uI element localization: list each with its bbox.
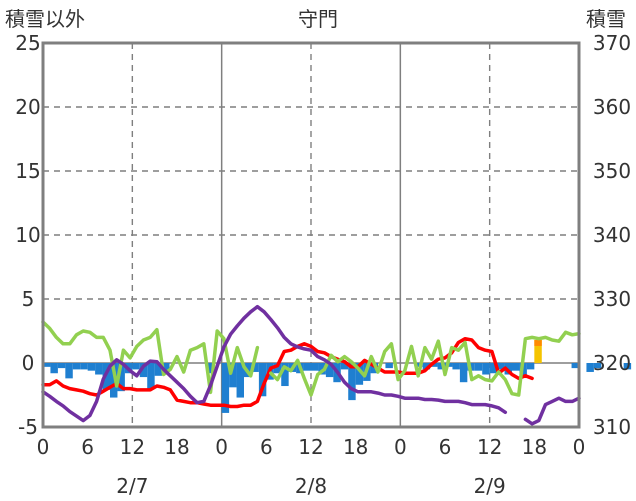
bar xyxy=(57,363,66,369)
x-tick-label: 0 xyxy=(215,435,228,459)
series-lines xyxy=(41,304,581,426)
bar xyxy=(385,363,393,369)
bar xyxy=(65,363,73,379)
bar xyxy=(571,363,579,369)
bar xyxy=(415,363,423,367)
date-label: 2/9 xyxy=(474,474,506,498)
x-tick-label: 18 xyxy=(164,435,189,459)
left-tick-label: 10 xyxy=(15,223,40,247)
left-tick-label: -5 xyxy=(18,415,38,439)
bar xyxy=(43,363,51,367)
date-label: 2/8 xyxy=(295,474,327,498)
right-tick-label: 320 xyxy=(593,351,631,375)
bar xyxy=(370,363,378,374)
chart-title: 守門 xyxy=(298,7,338,31)
bar xyxy=(340,363,349,370)
bar xyxy=(355,363,364,385)
left-tick-label: 15 xyxy=(15,159,40,183)
precipitation-bars xyxy=(43,339,632,413)
left-tick-label: 25 xyxy=(15,31,40,55)
x-tick-label: 12 xyxy=(120,435,145,459)
x-tick-label: 6 xyxy=(260,435,273,459)
bar xyxy=(348,363,356,401)
bar xyxy=(117,363,125,392)
bar xyxy=(258,363,267,397)
right-tick-label: 330 xyxy=(593,287,631,311)
bar xyxy=(318,363,326,375)
x-tick-label: 12 xyxy=(298,435,323,459)
bar xyxy=(311,363,319,371)
series-line-1 xyxy=(41,320,260,395)
bar xyxy=(147,363,155,389)
bar xyxy=(87,363,96,371)
right-axis-label: 積雪 xyxy=(586,7,626,31)
bar xyxy=(430,363,438,367)
bar-highlight-top xyxy=(534,339,542,346)
bar xyxy=(110,363,118,398)
bar xyxy=(482,363,490,375)
bar xyxy=(251,363,259,372)
bar xyxy=(459,363,468,383)
bar xyxy=(139,363,148,378)
bar xyxy=(273,363,282,374)
bar xyxy=(474,363,483,371)
x-tick-label: 18 xyxy=(343,435,368,459)
bar xyxy=(80,363,88,370)
bar xyxy=(526,363,535,370)
left-axis-label: 積雪以外 xyxy=(5,7,85,31)
series-line-2 xyxy=(41,304,508,423)
bar xyxy=(132,363,140,370)
bar xyxy=(281,363,289,387)
plot-frame xyxy=(41,41,581,429)
right-tick-label: 370 xyxy=(593,31,631,55)
bar xyxy=(623,363,632,370)
bar xyxy=(452,363,460,370)
right-tick-label: 340 xyxy=(593,223,631,247)
x-tick-label: 6 xyxy=(439,435,452,459)
bar xyxy=(303,363,311,371)
bar xyxy=(229,363,237,388)
bar xyxy=(50,363,58,374)
left-tick-label: 20 xyxy=(15,95,40,119)
bar xyxy=(593,363,602,369)
bar xyxy=(236,363,244,398)
bar xyxy=(497,363,505,370)
bar xyxy=(512,363,520,371)
right-tick-label: 310 xyxy=(593,415,631,439)
x-tick-label: 18 xyxy=(522,435,547,459)
bar xyxy=(72,363,81,370)
bar xyxy=(221,363,230,413)
bar xyxy=(586,363,594,372)
bar xyxy=(489,363,498,374)
date-label: 2/7 xyxy=(116,474,148,498)
right-tick-label: 360 xyxy=(593,95,631,119)
x-tick-label: 6 xyxy=(81,435,94,459)
left-tick-label: 5 xyxy=(22,287,35,311)
x-tick-label: 12 xyxy=(477,435,502,459)
bar xyxy=(154,363,163,376)
bar xyxy=(325,363,334,378)
bar xyxy=(162,363,170,371)
bar xyxy=(206,363,215,374)
bar xyxy=(95,363,103,375)
right-tick-label: 350 xyxy=(593,159,631,183)
series-line-1 xyxy=(269,330,581,397)
x-tick-label: 0 xyxy=(394,435,407,459)
x-tick-label: 0 xyxy=(37,435,50,459)
bar xyxy=(422,363,431,370)
x-tick-label: 0 xyxy=(573,435,586,459)
left-tick-label: 0 xyxy=(22,351,35,375)
bar xyxy=(437,363,445,370)
bar-highlight xyxy=(534,339,542,363)
series-line-2 xyxy=(523,396,581,426)
